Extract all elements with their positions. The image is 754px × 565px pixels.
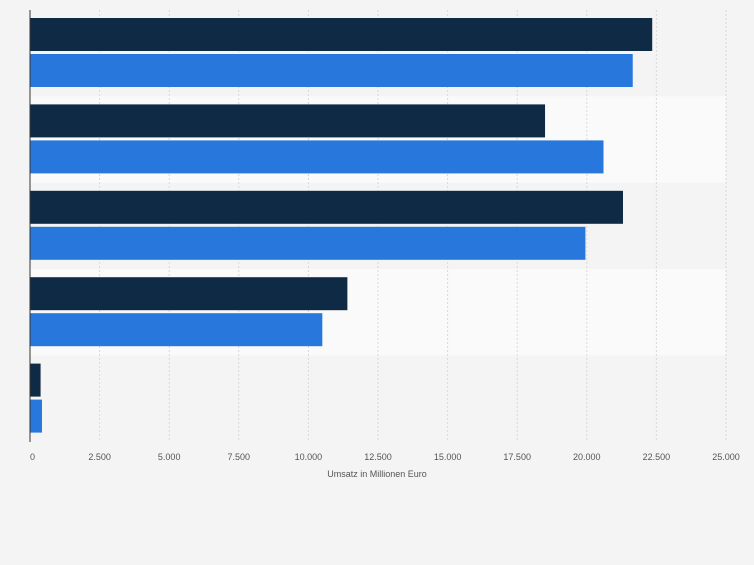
x-tick-label: 22.500	[643, 452, 671, 462]
x-tick-label: 12.500	[364, 452, 392, 462]
x-tick-label: 10.000	[295, 452, 323, 462]
bar-series-1-cat-1[interactable]	[30, 18, 653, 51]
x-tick-label: 5.000	[158, 452, 181, 462]
x-tick-label: 25.000	[712, 452, 740, 462]
x-tick-label: 20.000	[573, 452, 601, 462]
bar-series-2-cat-3[interactable]	[30, 226, 586, 260]
x-tick-label: 17.500	[503, 452, 531, 462]
x-tick-label: 7.500	[228, 452, 251, 462]
bar-series-2-cat-5[interactable]	[30, 399, 42, 433]
x-tick-label: 15.000	[434, 452, 462, 462]
bars	[30, 18, 653, 433]
bar-series-2-cat-1[interactable]	[30, 54, 633, 87]
bar-series-1-cat-3[interactable]	[30, 190, 623, 224]
x-tick-label: 0	[30, 452, 35, 462]
x-axis-label: Umsatz in Millionen Euro	[327, 469, 427, 479]
bar-series-2-cat-4[interactable]	[30, 313, 323, 347]
bar-series-1-cat-4[interactable]	[30, 277, 348, 311]
bar-series-1-cat-2[interactable]	[30, 104, 546, 138]
bar-series-1-cat-5[interactable]	[30, 363, 41, 397]
bar-series-2-cat-2[interactable]	[30, 140, 604, 174]
x-tick-label: 2.500	[88, 452, 111, 462]
x-axis-ticks: 0 2.500 5.000 7.500 10.000 12.500 15.000 17.500…	[30, 452, 740, 462]
